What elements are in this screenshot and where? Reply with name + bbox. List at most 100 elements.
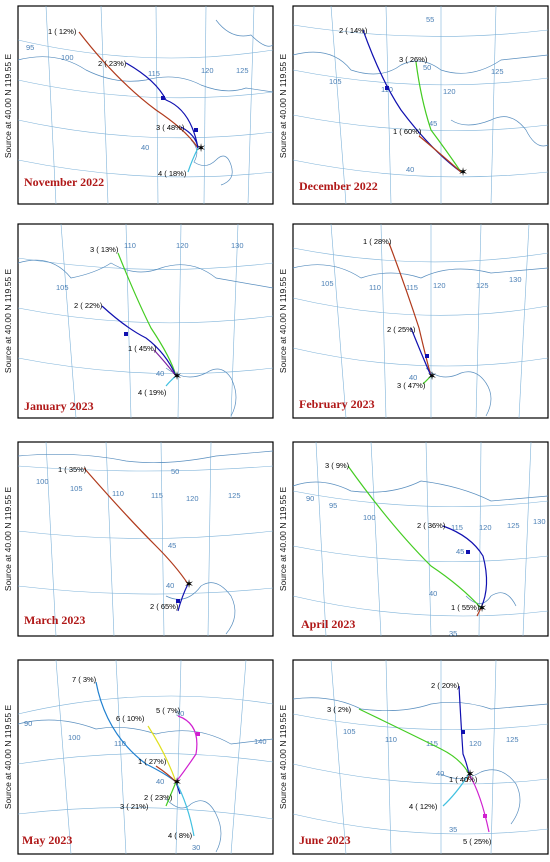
panel-march-2023: Source at 40.00 N 119.55 E 100 105 110 1… bbox=[0, 436, 275, 642]
map-december-2022: 55 50 105 110 120 125 40 45 ✶ 2 ( 14%) 3… bbox=[292, 5, 549, 205]
svg-text:105: 105 bbox=[70, 484, 83, 493]
cluster-labels: 1 ( 28%) 2 ( 25%) 3 ( 47%) bbox=[363, 237, 426, 390]
svg-text:125: 125 bbox=[476, 281, 489, 290]
source-label: Source at 40.00 N 119.55 E bbox=[3, 53, 13, 159]
source-label: Source at 40.00 N 119.55 E bbox=[278, 704, 288, 810]
svg-text:50: 50 bbox=[176, 709, 184, 718]
svg-text:6 ( 10%): 6 ( 10%) bbox=[116, 714, 145, 723]
trajectory-3 bbox=[415, 61, 462, 173]
grid-labels: 105 110 115 120 125 130 40 bbox=[321, 275, 522, 382]
source-star-icon: ✶ bbox=[427, 369, 437, 383]
panel-april-2023: Source at 40.00 N 119.55 E 90 95 100 115… bbox=[275, 436, 550, 642]
grid-labels: 100 105 110 115 120 125 50 45 40 bbox=[36, 467, 241, 590]
svg-text:5 ( 25%): 5 ( 25%) bbox=[463, 837, 492, 846]
map-november-2022: 95 100 115 120 125 40 ✶ 1 ( 12%) 2 ( 23%… bbox=[17, 5, 274, 205]
cluster-labels: 1 ( 12%) 2 ( 23%) 3 ( 48%) 4 ( 18%) bbox=[48, 27, 187, 178]
panel-title: June 2023 bbox=[299, 833, 351, 847]
svg-text:125: 125 bbox=[506, 735, 519, 744]
source-star-icon: ✶ bbox=[184, 577, 194, 591]
trajectory-1 bbox=[155, 765, 177, 783]
graticule bbox=[17, 659, 274, 855]
svg-text:2 ( 22%): 2 ( 22%) bbox=[74, 301, 103, 310]
svg-text:1 ( 40%): 1 ( 40%) bbox=[449, 775, 478, 784]
map-april-2023: 90 95 100 115 120 125 130 45 40 35 ✶ 3 (… bbox=[292, 441, 549, 638]
coastline bbox=[292, 264, 549, 417]
svg-text:120: 120 bbox=[469, 739, 482, 748]
svg-text:40: 40 bbox=[436, 769, 444, 778]
trajectory-3 bbox=[422, 375, 432, 385]
svg-text:3 ( 21%): 3 ( 21%) bbox=[120, 802, 149, 811]
svg-text:2 ( 23%): 2 ( 23%) bbox=[98, 59, 127, 68]
source-star-icon: ✶ bbox=[458, 165, 468, 179]
svg-text:130: 130 bbox=[509, 275, 522, 284]
cluster-labels: 1 ( 35%) 2 ( 65%) bbox=[58, 465, 179, 611]
svg-text:4 ( 18%): 4 ( 18%) bbox=[158, 169, 187, 178]
svg-text:95: 95 bbox=[329, 501, 337, 510]
grid-labels: 110 120 130 105 40 bbox=[56, 241, 244, 378]
graticule bbox=[292, 441, 549, 637]
svg-text:130: 130 bbox=[231, 241, 244, 250]
trajectory-3 bbox=[347, 465, 482, 609]
svg-text:40: 40 bbox=[406, 165, 414, 174]
svg-text:115: 115 bbox=[426, 739, 438, 748]
coastline bbox=[292, 697, 549, 825]
cluster-labels: 7 ( 3%) 6 ( 10%) 5 ( 7%) 1 ( 27%) 2 ( 23… bbox=[72, 675, 193, 840]
svg-text:4 ( 19%): 4 ( 19%) bbox=[138, 388, 167, 397]
trajectory-3 bbox=[180, 126, 199, 149]
source-label: Source at 40.00 N 119.55 E bbox=[278, 53, 288, 159]
trajectory-3 bbox=[358, 708, 470, 775]
graticule bbox=[292, 5, 549, 205]
trajectory-2 bbox=[458, 685, 470, 775]
trajectory-4 bbox=[175, 781, 195, 837]
map-june-2023: 105 110 115 120 125 40 35 ✶ 2 ( 20%) 3 (… bbox=[292, 659, 549, 855]
svg-text:50: 50 bbox=[171, 467, 179, 476]
svg-text:110: 110 bbox=[369, 283, 381, 292]
svg-text:4 ( 12%): 4 ( 12%) bbox=[409, 802, 438, 811]
svg-text:120: 120 bbox=[201, 66, 214, 75]
graticule bbox=[292, 659, 549, 855]
source-label: Source at 40.00 N 119.55 E bbox=[3, 268, 13, 374]
coastline bbox=[292, 51, 549, 147]
svg-text:3 ( 2%): 3 ( 2%) bbox=[327, 705, 352, 714]
map-january-2023: 110 120 130 105 40 ✶ 3 ( 13%) 2 ( 22%) 1… bbox=[17, 223, 274, 419]
svg-text:45: 45 bbox=[168, 541, 176, 550]
panel-title: May 2023 bbox=[22, 833, 72, 847]
grid-labels: 95 100 115 120 125 40 bbox=[26, 43, 249, 152]
trajectory-6 bbox=[147, 725, 177, 783]
trajectory-2 bbox=[410, 327, 432, 377]
svg-text:3 ( 9%): 3 ( 9%) bbox=[325, 461, 350, 470]
svg-text:105: 105 bbox=[343, 727, 356, 736]
svg-text:1 ( 12%): 1 ( 12%) bbox=[48, 27, 77, 36]
coastline bbox=[17, 719, 274, 853]
svg-text:2 ( 23%): 2 ( 23%) bbox=[144, 793, 173, 802]
svg-text:110: 110 bbox=[112, 489, 124, 498]
graticule bbox=[292, 223, 549, 419]
panel-title: December 2022 bbox=[299, 179, 378, 193]
svg-text:1 ( 27%): 1 ( 27%) bbox=[138, 757, 167, 766]
svg-text:110: 110 bbox=[114, 739, 126, 748]
panel-january-2023: Source at 40.00 N 119.55 E 110 120 130 1… bbox=[0, 218, 275, 424]
trajectory-1 bbox=[83, 467, 189, 585]
svg-text:100: 100 bbox=[61, 53, 74, 62]
coastline bbox=[17, 19, 274, 186]
cluster-labels: 2 ( 14%) 3 ( 26%) 1 ( 60%) bbox=[339, 26, 428, 136]
grid-labels: 90 95 100 115 120 125 130 45 40 35 bbox=[306, 494, 546, 638]
map-may-2023: 90 100 110 140 50 40 30 ✶ 7 ( 3%) 6 ( 10… bbox=[17, 659, 274, 855]
panel-june-2023: Source at 40.00 N 119.55 E 105 110 115 1… bbox=[275, 654, 550, 860]
svg-text:120: 120 bbox=[443, 87, 456, 96]
trajectory-5 bbox=[468, 773, 490, 833]
svg-text:90: 90 bbox=[306, 494, 314, 503]
svg-text:95: 95 bbox=[26, 43, 34, 52]
svg-text:120: 120 bbox=[433, 281, 446, 290]
svg-text:105: 105 bbox=[56, 283, 69, 292]
graticule bbox=[17, 441, 274, 637]
svg-text:40: 40 bbox=[409, 373, 417, 382]
svg-text:3 ( 13%): 3 ( 13%) bbox=[90, 245, 119, 254]
cluster-labels: 3 ( 13%) 2 ( 22%) 1 ( 45%) 4 ( 19%) bbox=[74, 245, 167, 397]
svg-text:115: 115 bbox=[148, 69, 160, 78]
panel-may-2023: Source at 40.00 N 119.55 E 90 100 110 14… bbox=[0, 654, 275, 860]
svg-text:115: 115 bbox=[451, 523, 463, 532]
svg-text:115: 115 bbox=[151, 491, 163, 500]
coastline bbox=[17, 259, 274, 417]
svg-text:45: 45 bbox=[456, 547, 464, 556]
